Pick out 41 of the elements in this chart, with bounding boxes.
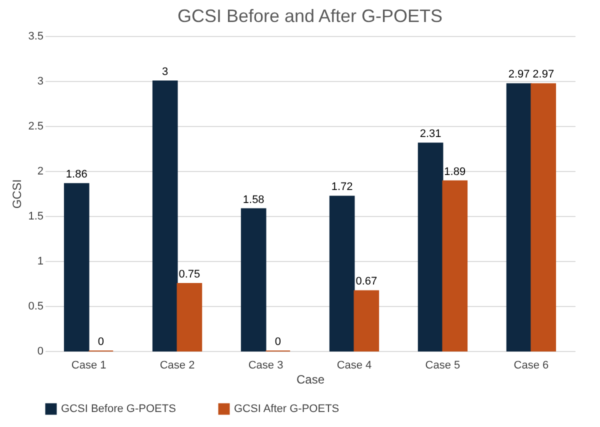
data-label: 1.89 [444,166,466,178]
bar [506,83,532,352]
y-tick-label: 1.5 [28,210,44,222]
chart-title: GCSI Before and After G-POETS [177,6,443,26]
x-tick-label: Case 2 [160,360,195,372]
data-label: 2.31 [420,128,442,140]
bar [442,180,468,352]
x-axis-title: Case [296,372,325,386]
bar [152,80,178,352]
data-label: 2.97 [532,68,554,81]
bar [176,283,202,352]
bar [329,196,355,352]
x-tick-label: Case 6 [514,360,549,372]
data-label: 1.72 [331,181,353,194]
y-tick-label: 1 [37,256,44,268]
y-tick-label: 3 [37,76,44,88]
y-axis-title: GCSI [10,179,24,209]
bar [354,290,380,352]
data-label: 0 [274,336,281,348]
data-label: 0.75 [178,268,200,280]
data-label: 0.67 [356,276,378,288]
x-tick-label: Case 5 [425,360,460,372]
data-label: 2.97 [508,68,530,81]
y-tick-label: 0 [37,346,44,358]
bar [64,183,90,352]
data-label: 1.58 [242,194,264,206]
x-tick-label: Case 4 [336,360,372,372]
bar [418,142,444,352]
legend-label: GCSI After G-POETS [234,403,340,415]
y-tick-label: 2.5 [28,120,44,132]
bar [240,208,266,352]
legend-label: GCSI Before G-POETS [61,403,176,415]
x-tick-label: Case 3 [248,360,284,372]
data-label: 1.86 [66,168,88,181]
y-tick-label: 0.5 [28,300,44,312]
data-label: 0 [98,336,104,348]
bar [530,83,556,352]
y-tick-label: 2 [37,166,44,178]
y-tick-label: 3.5 [28,30,44,42]
data-label: 3 [162,66,168,78]
x-tick-label: Case 1 [71,360,106,372]
